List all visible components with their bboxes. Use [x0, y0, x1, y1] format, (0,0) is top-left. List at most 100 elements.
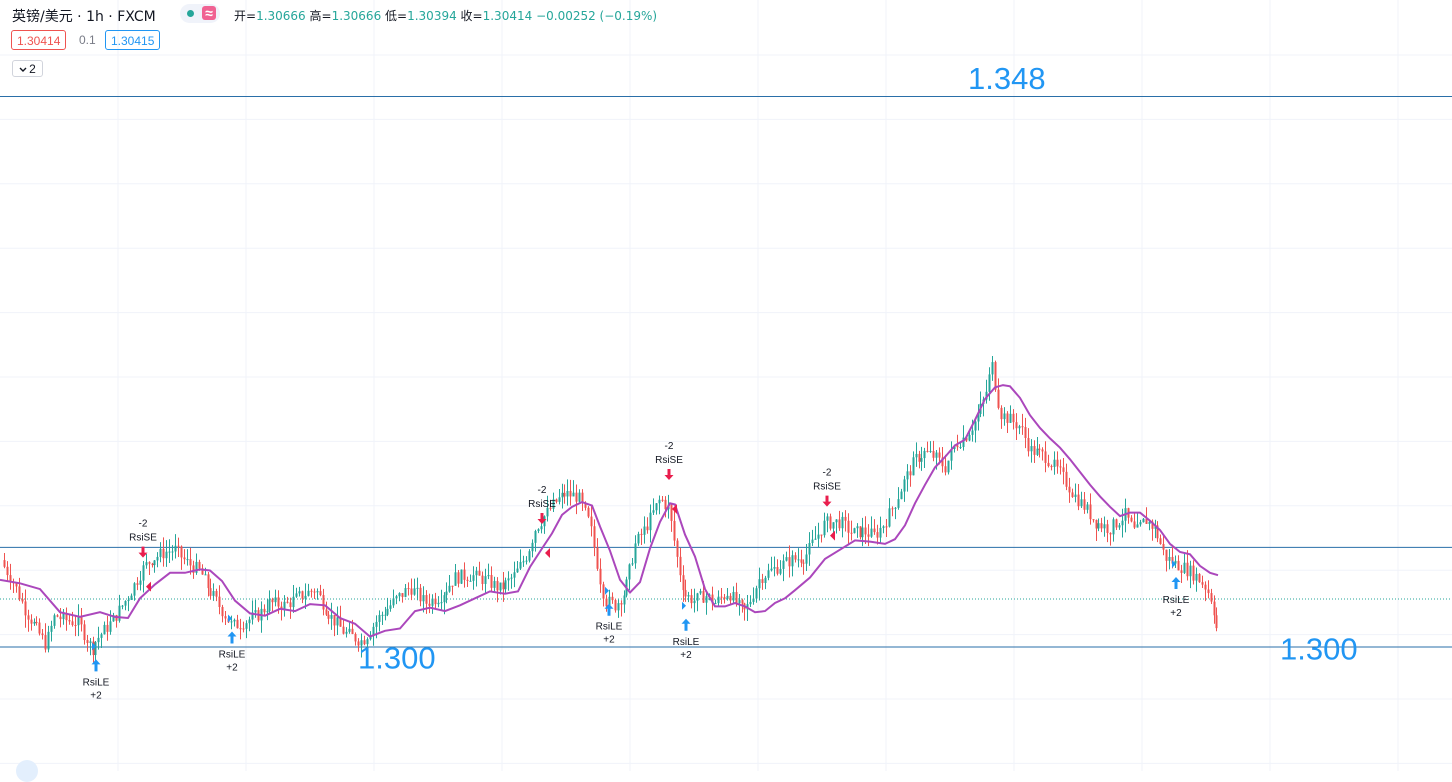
candle-body	[198, 561, 201, 569]
candle-body	[608, 596, 611, 607]
candle-body	[696, 593, 699, 601]
open-label: 开=	[234, 9, 257, 23]
candle-body	[1210, 593, 1213, 602]
sell-arrow-icon	[138, 546, 148, 558]
candle-body	[711, 594, 714, 604]
candle-body	[204, 574, 207, 576]
candle-body	[1192, 565, 1195, 581]
candle-body	[443, 595, 446, 603]
candle-body	[510, 577, 513, 579]
candle-body	[991, 362, 994, 375]
signal-qty: -2	[823, 468, 832, 479]
candle-body	[254, 610, 257, 613]
candle-body	[599, 568, 602, 585]
candle-body	[24, 601, 27, 616]
candle-body	[767, 570, 770, 578]
candle-body	[634, 543, 637, 564]
candle-body	[555, 499, 558, 502]
candle-body	[1083, 499, 1086, 510]
close-label: 收=	[460, 9, 483, 23]
signal-label: RsiLE	[673, 637, 700, 648]
candle-body	[212, 591, 215, 596]
candle-body	[484, 576, 487, 584]
candle-body	[301, 591, 304, 599]
candle-body	[127, 599, 130, 602]
candle-body	[490, 575, 493, 588]
candle-body	[558, 497, 561, 502]
candle-body	[800, 559, 803, 563]
candle-body	[65, 613, 68, 621]
settings-gear-icon[interactable]	[16, 760, 38, 782]
candle-body	[162, 548, 165, 559]
candle-body	[218, 596, 221, 607]
candle-body	[876, 532, 879, 538]
candle-body	[330, 615, 333, 619]
candle-body	[378, 614, 381, 622]
candle-body	[705, 596, 708, 603]
candle-body	[56, 615, 59, 617]
candle-body	[41, 633, 44, 636]
candle-body	[1165, 549, 1168, 561]
candle-body	[584, 502, 587, 508]
candle-body	[1151, 521, 1154, 529]
candle-body	[1213, 601, 1216, 616]
symbol-title[interactable]: 英镑/美元 · 1h · FXCM	[12, 9, 156, 25]
candle-body	[434, 598, 437, 605]
price-annotation: 1.300	[358, 641, 436, 676]
candle-body	[77, 616, 80, 626]
candle-body	[785, 557, 788, 561]
candle-body	[682, 575, 685, 591]
candle-body	[988, 374, 991, 392]
collapse-indicators-button[interactable]: 2	[12, 60, 43, 77]
candle-body	[186, 559, 189, 561]
candle-body	[1145, 518, 1148, 524]
candle-body	[841, 516, 844, 529]
candle-body	[319, 591, 322, 596]
candle-body	[478, 570, 481, 576]
bid-price-button[interactable]: 1.30414	[11, 30, 67, 50]
candle-body	[741, 600, 744, 604]
strategy-signals: -2 RsiSE -2 RsiSE -2 RsiSE -2 RsiSE RsiLE +2 RsiLE…	[83, 441, 1190, 701]
candle-body	[1204, 584, 1207, 590]
signal-label: RsiLE	[1163, 595, 1190, 606]
candle-body	[472, 575, 475, 581]
chart-header: 英镑/美元 · 1h · FXCM ≈ 开=1.30666 高=1.30666 …	[0, 0, 1452, 80]
candle-body	[1183, 562, 1186, 573]
candle-body	[873, 528, 876, 533]
candle-body	[304, 595, 307, 599]
candle-body	[1041, 449, 1044, 452]
candle-body	[891, 508, 894, 510]
candle-body	[242, 628, 245, 630]
candle-body	[941, 457, 944, 467]
candle-body	[587, 507, 590, 517]
candle-body	[360, 640, 363, 646]
candle-body	[920, 458, 923, 462]
sell-marker-icon	[672, 503, 677, 514]
chevron-down-icon	[19, 67, 27, 72]
candle-body	[1168, 556, 1171, 561]
candle-body	[239, 628, 242, 630]
candle-body	[897, 499, 900, 508]
candle-body	[867, 534, 870, 537]
candle-body	[6, 566, 9, 576]
candle-body	[661, 499, 664, 501]
candle-body	[404, 588, 407, 597]
candle-body	[201, 568, 204, 575]
buy-arrow-icon	[91, 659, 101, 672]
status-pill[interactable]: ≈	[180, 4, 220, 23]
signal-qty: -2	[139, 519, 148, 530]
signal-qty: +2	[226, 663, 238, 674]
candle-body	[499, 582, 502, 591]
candle-body	[233, 619, 236, 622]
ask-price-button[interactable]: 1.30415	[105, 30, 161, 50]
candle-body	[507, 578, 510, 581]
candle-body	[1000, 407, 1003, 420]
candle-body	[643, 526, 646, 535]
candle-body	[829, 516, 832, 529]
price-annotations: 1.348 1.300 1.300	[358, 61, 1358, 675]
candle-body	[274, 597, 277, 603]
buy-marker-icon	[228, 614, 232, 623]
signal-qty: +2	[1170, 608, 1182, 619]
